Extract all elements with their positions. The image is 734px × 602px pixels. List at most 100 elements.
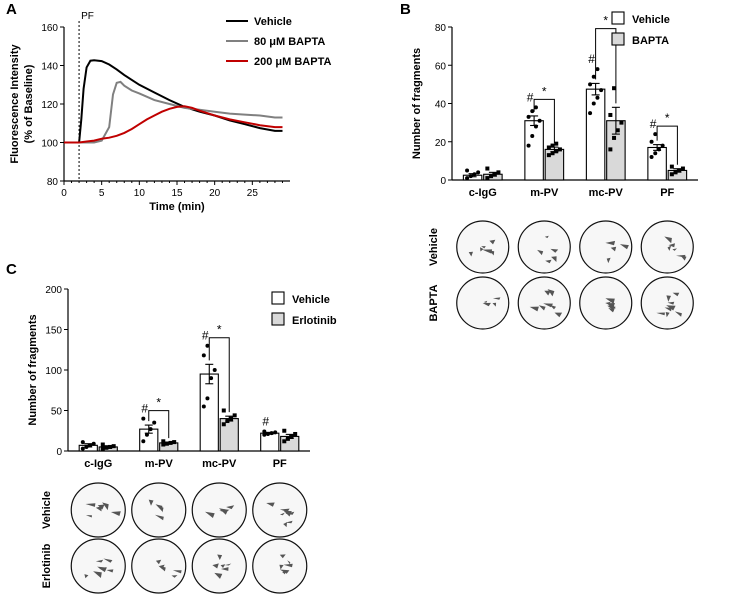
- data-point: [619, 120, 624, 125]
- cell-fragment: [483, 300, 488, 303]
- category-label: PF: [660, 187, 674, 199]
- legend-label-2: 80 μM BAPTA: [254, 36, 325, 48]
- culture-well-image: [517, 220, 571, 274]
- legend-label-1: Vehicle: [632, 14, 670, 26]
- data-point: [496, 170, 501, 175]
- culture-well-image: [456, 276, 510, 330]
- cell-fragment: [217, 554, 223, 560]
- culture-well-image: [640, 276, 694, 330]
- category-label: mc-PV: [589, 187, 624, 199]
- data-point: [212, 368, 217, 372]
- culture-well-image: [191, 538, 247, 594]
- data-point: [152, 420, 157, 425]
- data-point: [100, 442, 105, 447]
- cell-fragment: [279, 554, 286, 559]
- cell-fragment: [672, 292, 680, 297]
- cell-fragment: [529, 306, 539, 312]
- data-point: [557, 147, 562, 152]
- cell-fragment: [480, 247, 484, 252]
- cell-fragment: [106, 569, 114, 573]
- significance-bracket: [595, 28, 617, 104]
- cell-fragment: [549, 304, 556, 310]
- data-point: [168, 440, 173, 445]
- data-point: [680, 166, 685, 171]
- x-tick-label: 25: [247, 188, 259, 199]
- data-point: [476, 170, 481, 175]
- y-axis-label: Fluorescence Intensity: [9, 44, 21, 164]
- data-point: [148, 427, 153, 432]
- cell-fragment: [99, 567, 107, 572]
- significance-star: *: [156, 396, 161, 410]
- cell-fragment: [554, 312, 563, 318]
- data-point: [172, 440, 177, 445]
- cell-fragment: [97, 504, 105, 510]
- data-point: [608, 147, 613, 152]
- data-point: [144, 432, 149, 437]
- cell-fragment: [283, 522, 287, 528]
- cell-fragment: [220, 567, 229, 571]
- cell-fragment: [610, 306, 616, 309]
- cell-fragment: [482, 302, 491, 307]
- series-line-2: [64, 80, 283, 144]
- data-point: [537, 118, 542, 123]
- cell-fragment: [551, 256, 557, 262]
- data-point: [673, 170, 678, 175]
- legend-label-2: BAPTA: [632, 35, 669, 47]
- x-tick-label: 0: [61, 188, 67, 199]
- cell-fragment: [85, 515, 92, 518]
- data-point: [669, 164, 674, 169]
- panel-label-c: C: [6, 261, 17, 278]
- hash-mark: #: [527, 90, 534, 104]
- culture-well-image: [640, 220, 694, 274]
- data-point: [656, 147, 661, 152]
- data-point: [599, 88, 604, 93]
- cell-fragment: [283, 563, 293, 568]
- x-tick-label: 15: [171, 188, 183, 199]
- legend-label-1: Vehicle: [292, 294, 330, 306]
- cell-fragment: [148, 499, 154, 506]
- cell-fragment: [605, 301, 611, 305]
- data-point: [530, 134, 535, 139]
- data-point: [164, 441, 169, 446]
- y-tick-label: 140: [41, 62, 58, 73]
- cell-fragment: [550, 248, 559, 253]
- data-point: [485, 166, 490, 171]
- data-point: [526, 143, 531, 148]
- data-point: [293, 431, 298, 436]
- y-tick-label: 80: [47, 177, 59, 188]
- image-row-label: Vehicle: [428, 228, 440, 266]
- data-point: [649, 155, 654, 160]
- cell-fragment: [664, 307, 672, 312]
- data-point: [201, 404, 206, 409]
- cell-fragment: [219, 509, 225, 512]
- data-point: [595, 67, 600, 72]
- data-point: [104, 445, 109, 450]
- data-point: [526, 114, 531, 119]
- hash-mark: #: [650, 117, 657, 131]
- data-point: [88, 443, 93, 448]
- legend-label-1: Vehicle: [254, 16, 292, 28]
- culture-well-image: [70, 538, 126, 594]
- significance-star: *: [665, 111, 670, 125]
- cell-fragment: [656, 312, 665, 316]
- cell-fragment: [605, 240, 616, 246]
- data-point: [84, 444, 89, 449]
- x-axis-label: Time (min): [149, 201, 205, 213]
- image-row-label: Erlotinib: [41, 543, 53, 588]
- data-point: [533, 105, 538, 110]
- cell-fragment: [285, 520, 293, 524]
- data-point: [669, 172, 674, 177]
- cell-fragment: [224, 563, 232, 566]
- data-point: [677, 168, 682, 173]
- data-point: [591, 101, 596, 106]
- panel-a-line-chart: 80 100 120 140 160 0 5 10 15 20 25 Time (min) Fluore…: [9, 11, 331, 213]
- cell-fragment: [266, 502, 275, 507]
- data-point: [485, 176, 490, 181]
- cell-fragment: [544, 235, 549, 239]
- data-point: [615, 128, 620, 133]
- data-point: [221, 422, 226, 427]
- y-tick-label: 60: [435, 61, 447, 72]
- cell-fragment: [172, 570, 182, 574]
- data-point: [595, 95, 600, 100]
- cell-fragment: [676, 254, 686, 258]
